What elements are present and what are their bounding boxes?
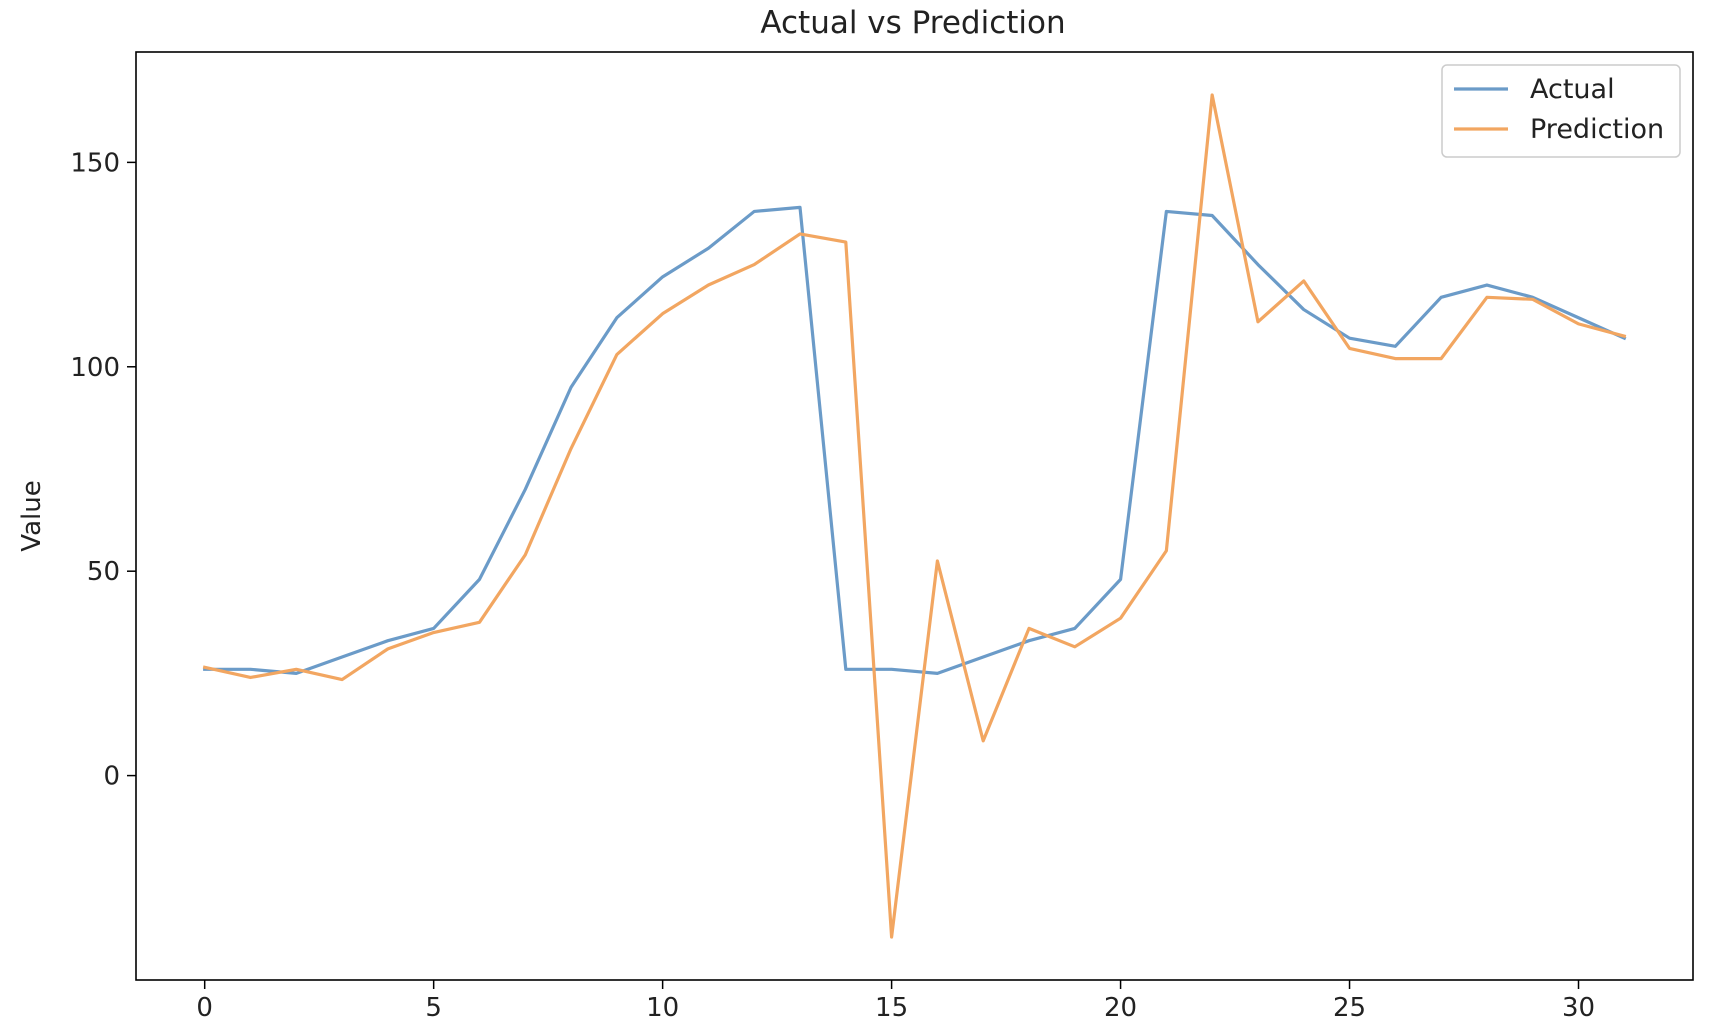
y-tick-label: 0 — [103, 762, 120, 792]
x-tick-label: 20 — [1104, 993, 1137, 1023]
y-axis-label: Value — [17, 480, 47, 551]
x-tick-label: 30 — [1562, 993, 1595, 1023]
x-tick-label: 15 — [875, 993, 908, 1023]
y-tick-label: 50 — [87, 557, 120, 587]
x-tick-label: 25 — [1333, 993, 1366, 1023]
x-tick-label: 0 — [196, 993, 213, 1023]
y-tick-label: 150 — [70, 148, 120, 178]
x-axis: 0 5 10 15 20 25 30 — [196, 980, 1595, 1023]
x-tick-label: 10 — [646, 993, 679, 1023]
legend-label-prediction: Prediction — [1530, 114, 1664, 145]
series-line-actual — [203, 205, 1627, 675]
legend: Actual Prediction — [1441, 64, 1681, 158]
series-line-prediction — [202, 93, 1627, 939]
series-layer — [202, 93, 1627, 939]
plot-frame — [135, 51, 1694, 981]
chart-title: Actual vs Prediction — [760, 5, 1065, 41]
x-tick-label: 5 — [425, 993, 442, 1023]
y-tick-label: 100 — [70, 353, 120, 383]
legend-label-actual: Actual — [1530, 74, 1615, 105]
y-axis: 0 50 100 150 — [70, 148, 136, 792]
